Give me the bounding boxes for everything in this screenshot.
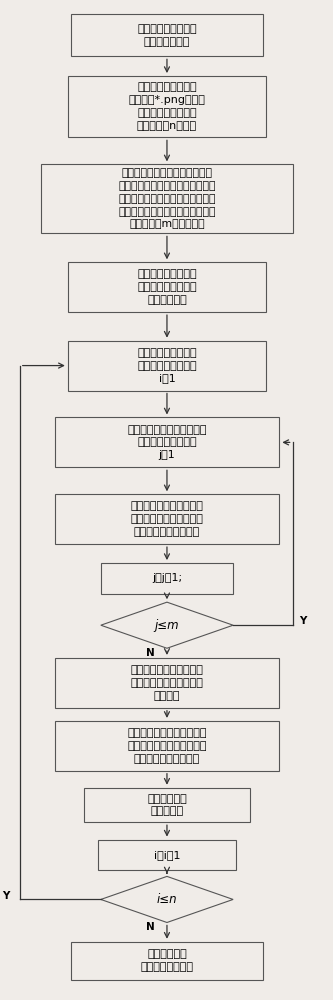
Text: 将选取的全工序图像和模
板图像进行图像匹配，计
算两幅图像的相关系数: 将选取的全工序图像和模 板图像进行图像匹配，计 算两幅图像的相关系数	[131, 501, 203, 537]
Text: 对每次加工过程截取
相同数量采样点: 对每次加工过程截取 相同数量采样点	[137, 24, 197, 47]
FancyBboxPatch shape	[68, 341, 266, 391]
FancyBboxPatch shape	[84, 788, 250, 822]
Text: Y: Y	[3, 891, 10, 901]
FancyBboxPatch shape	[71, 14, 263, 56]
Text: 进行工况数据
提取与存储: 进行工况数据 提取与存储	[147, 794, 187, 816]
FancyBboxPatch shape	[55, 658, 279, 708]
FancyBboxPatch shape	[71, 942, 263, 980]
Text: i≤n: i≤n	[157, 893, 177, 906]
Text: 应用二维卷积理论进行图像
定位，找到模板图像在全工
序图像中的定位像素点: 应用二维卷积理论进行图像 定位，找到模板图像在全工 序图像中的定位像素点	[127, 728, 207, 764]
Polygon shape	[101, 602, 233, 648]
FancyBboxPatch shape	[98, 840, 236, 870]
FancyBboxPatch shape	[55, 494, 279, 544]
Text: j＝j＋1;: j＝j＋1;	[152, 573, 182, 583]
FancyBboxPatch shape	[55, 721, 279, 771]
FancyBboxPatch shape	[101, 563, 233, 594]
Text: j≤m: j≤m	[155, 619, 179, 632]
Text: i＝i＋1: i＝i＋1	[154, 850, 180, 860]
Text: Y: Y	[299, 616, 307, 626]
Polygon shape	[101, 876, 233, 922]
FancyBboxPatch shape	[68, 262, 266, 312]
FancyBboxPatch shape	[68, 76, 266, 137]
Text: 截取不同工序（如铣削、钻削工
序）、不同状态（如新更换、正常
使用中、即将报废等状态）图片，
并处理为相同像素大小，形成模板
图像库，共m张模板图片: 截取不同工序（如铣削、钻削工 序）、不同状态（如新更换、正常 使用中、即将报废等…	[118, 168, 216, 229]
Text: 所有工况数据
提取，并存储完毕: 所有工况数据 提取，并存储完毕	[141, 949, 193, 972]
FancyBboxPatch shape	[55, 417, 279, 467]
Text: N: N	[146, 922, 155, 932]
Text: 选取多次匹配相关系数最
大值对应的图片作为图像
定位模板: 选取多次匹配相关系数最 大值对应的图片作为图像 定位模板	[131, 665, 203, 701]
Text: 所有图片按照采集时
间顺序命名，并保存
至同一文件夹: 所有图片按照采集时 间顺序命名，并保存 至同一文件夹	[137, 269, 197, 305]
Text: N: N	[146, 648, 155, 658]
Text: 按照图片命名顺序选取某工
况下第一张模板图片
j＝1: 按照图片命名顺序选取某工 况下第一张模板图片 j＝1	[127, 425, 207, 460]
Text: 按照图片命名顺序选
取第一张全工序图片
i＝1: 按照图片命名顺序选 取第一张全工序图片 i＝1	[137, 348, 197, 383]
Text: 将所有全工序加工过
程保存为*.png格式图
片，并处理为相同像
素大小，共n张图片: 将所有全工序加工过 程保存为*.png格式图 片，并处理为相同像 素大小，共n张…	[129, 83, 205, 131]
FancyBboxPatch shape	[41, 164, 293, 233]
